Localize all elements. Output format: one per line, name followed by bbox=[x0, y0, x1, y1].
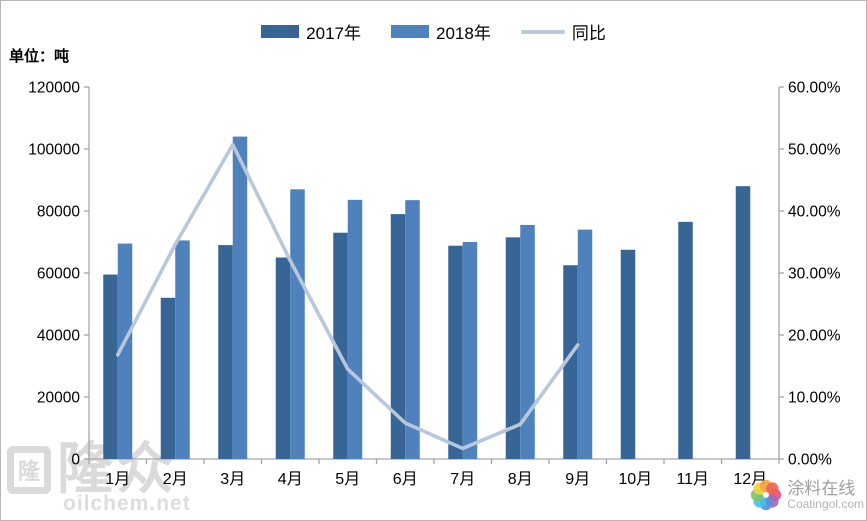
x-tick-label: 8月 bbox=[508, 471, 533, 488]
bar-2017年-4月 bbox=[275, 257, 291, 459]
svg-text:0: 0 bbox=[71, 452, 80, 469]
svg-text:40.00%: 40.00% bbox=[788, 204, 841, 221]
bar-2017年-2月 bbox=[160, 297, 176, 459]
svg-text:20000: 20000 bbox=[37, 390, 80, 407]
x-tick-label: 7月 bbox=[450, 471, 475, 488]
bar-2017年-7月 bbox=[448, 245, 463, 459]
svg-text:10.00%: 10.00% bbox=[788, 390, 841, 407]
bar-2018年-8月 bbox=[520, 224, 535, 459]
svg-text:80000: 80000 bbox=[37, 204, 80, 221]
bar-2017年-8月 bbox=[505, 237, 521, 459]
y-axis-right: 0.00% 10.00% 20.00% 30.00% 40.00% 50.00% 60.00… bbox=[778, 80, 841, 469]
legend-label-2017: 2017年 bbox=[306, 24, 361, 43]
legend-item-2017: 2017年 bbox=[261, 19, 361, 44]
coatingol-brand-text: 涂料在线 bbox=[787, 478, 856, 498]
legend-item-2018: 2018年 bbox=[391, 19, 491, 44]
x-tick-label: 1月 bbox=[105, 471, 130, 488]
x-axis: 1月 2月 3月 4月 5月 6月 7月 8月 9月 10月 11月 12月 bbox=[88, 458, 780, 488]
x-tick-label: 3月 bbox=[220, 471, 245, 488]
x-tick-label: 2月 bbox=[163, 471, 188, 488]
legend-swatch-2018 bbox=[391, 25, 429, 38]
oilchem-logo-icon: 隆 bbox=[7, 446, 51, 494]
oilchem-domain-text: oilchem.net bbox=[63, 492, 191, 515]
x-tick-label: 11月 bbox=[676, 471, 709, 488]
svg-text:50.00%: 50.00% bbox=[788, 142, 841, 159]
bar-2018年-1月 bbox=[117, 243, 133, 459]
legend-item-yoy: 同比 bbox=[520, 19, 606, 44]
x-tick-label: 9月 bbox=[565, 471, 590, 488]
x-tick-label: 4月 bbox=[278, 471, 303, 488]
svg-text:60000: 60000 bbox=[37, 266, 80, 283]
svg-text:20.00%: 20.00% bbox=[788, 328, 841, 345]
yoy-line bbox=[115, 142, 580, 451]
bar-2017年-6月 bbox=[390, 214, 406, 459]
svg-text:60.00%: 60.00% bbox=[788, 80, 841, 97]
y-axis-left: 0 20000 40000 60000 80000 100000 120000 bbox=[28, 80, 90, 469]
bar-2017年-3月 bbox=[218, 245, 233, 459]
bar-2018年-4月 bbox=[290, 189, 305, 460]
unit-label: 单位：吨 bbox=[9, 48, 70, 65]
svg-text:100000: 100000 bbox=[28, 142, 80, 159]
coatingol-domain-text: Coatingol.com bbox=[787, 496, 864, 511]
svg-text:120000: 120000 bbox=[28, 80, 80, 97]
svg-text:40000: 40000 bbox=[37, 328, 80, 345]
bar-2018年-9月 bbox=[577, 229, 593, 459]
x-tick-label: 5月 bbox=[335, 471, 360, 488]
chart-legend: 2017年 2018年 同比 bbox=[1, 19, 866, 44]
bar-2018年-5月 bbox=[347, 199, 363, 459]
bar-2018年-2月 bbox=[175, 240, 190, 459]
coatingol-pinwheel-icon bbox=[751, 479, 782, 511]
bar-2017年-12月 bbox=[735, 186, 751, 459]
bar-2018年-6月 bbox=[405, 200, 420, 459]
legend-swatch-2017 bbox=[261, 25, 300, 38]
bar-2017年-11月 bbox=[678, 221, 693, 459]
x-tick-label: 10月 bbox=[618, 471, 652, 488]
watermark-coatingol: 涂料在线 Coatingol.com bbox=[749, 478, 864, 512]
bar-2017年-9月 bbox=[563, 265, 578, 459]
x-tick-label: 6月 bbox=[393, 471, 418, 488]
bar-2017年-1月 bbox=[103, 274, 118, 459]
svg-text:30.00%: 30.00% bbox=[788, 266, 841, 283]
legend-swatch-yoy-line bbox=[520, 29, 565, 34]
legend-label-yoy: 同比 bbox=[571, 24, 606, 43]
legend-label-2018: 2018年 bbox=[436, 24, 491, 43]
bar-series-2018年 bbox=[117, 136, 593, 460]
bar-2017年-10月 bbox=[620, 249, 636, 459]
bar-2018年-3月 bbox=[232, 136, 248, 459]
bar-series-2017年 bbox=[103, 186, 751, 459]
svg-text:0.00%: 0.00% bbox=[788, 452, 832, 469]
bar-2017年-5月 bbox=[333, 232, 348, 459]
bar-2018年-7月 bbox=[462, 242, 478, 459]
